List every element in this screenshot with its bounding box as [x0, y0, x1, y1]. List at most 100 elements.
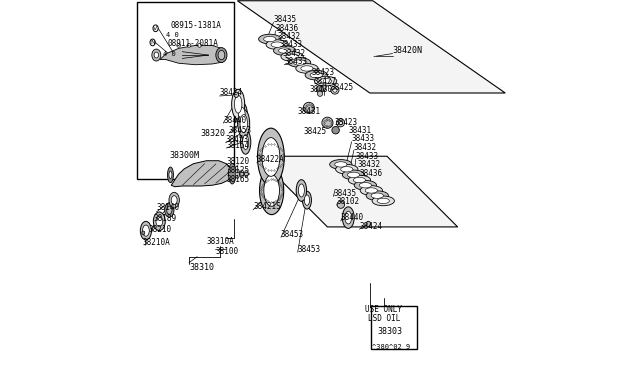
Ellipse shape: [348, 175, 371, 185]
Ellipse shape: [331, 86, 339, 94]
Text: 38433: 38433: [356, 152, 379, 161]
Text: 38433: 38433: [351, 134, 375, 143]
Ellipse shape: [152, 49, 161, 61]
Ellipse shape: [169, 171, 172, 179]
Ellipse shape: [330, 160, 352, 169]
Ellipse shape: [322, 117, 333, 128]
Ellipse shape: [243, 135, 248, 150]
Ellipse shape: [239, 107, 245, 124]
Ellipse shape: [216, 48, 227, 62]
Ellipse shape: [240, 170, 244, 177]
Text: 38424: 38424: [360, 222, 383, 231]
Ellipse shape: [198, 44, 202, 47]
Ellipse shape: [359, 183, 372, 188]
Ellipse shape: [264, 174, 280, 206]
Ellipse shape: [177, 44, 180, 47]
Ellipse shape: [332, 126, 339, 134]
Ellipse shape: [244, 170, 248, 177]
Ellipse shape: [140, 221, 152, 240]
Text: 38440: 38440: [223, 116, 246, 125]
Text: 38432: 38432: [282, 49, 305, 58]
Ellipse shape: [169, 192, 179, 208]
Ellipse shape: [143, 225, 149, 236]
Text: 38431: 38431: [348, 126, 371, 135]
Text: 38453: 38453: [225, 135, 248, 144]
Ellipse shape: [281, 52, 303, 61]
Ellipse shape: [153, 25, 158, 32]
Ellipse shape: [314, 76, 337, 86]
Text: 38140: 38140: [156, 203, 179, 212]
Ellipse shape: [337, 119, 344, 127]
Ellipse shape: [301, 66, 313, 71]
Ellipse shape: [305, 195, 310, 205]
Ellipse shape: [266, 40, 289, 49]
Ellipse shape: [338, 121, 342, 125]
Text: 38431: 38431: [298, 107, 321, 116]
Text: 38303: 38303: [378, 327, 403, 336]
Ellipse shape: [345, 211, 351, 224]
Text: 38102: 38102: [337, 198, 360, 206]
Ellipse shape: [303, 191, 312, 209]
Ellipse shape: [241, 130, 251, 154]
Text: 38432: 38432: [354, 143, 377, 152]
Ellipse shape: [154, 212, 165, 231]
Text: 38436: 38436: [275, 24, 298, 33]
Ellipse shape: [342, 207, 354, 228]
Ellipse shape: [187, 44, 191, 47]
Text: 4 0: 4 0: [163, 51, 176, 57]
Ellipse shape: [156, 216, 163, 227]
Polygon shape: [172, 161, 232, 187]
Text: 38189: 38189: [154, 214, 177, 223]
Text: V: V: [154, 26, 157, 31]
Text: 38427: 38427: [314, 77, 337, 86]
Ellipse shape: [271, 42, 284, 47]
Text: 38300M: 38300M: [170, 151, 199, 160]
Ellipse shape: [168, 167, 173, 183]
Ellipse shape: [154, 52, 159, 58]
Text: 38433: 38433: [284, 57, 307, 66]
Text: 38424: 38424: [220, 89, 243, 97]
Ellipse shape: [303, 102, 314, 113]
Ellipse shape: [333, 88, 337, 92]
Ellipse shape: [353, 177, 365, 183]
Text: 38425: 38425: [303, 127, 327, 136]
Ellipse shape: [257, 128, 284, 186]
Text: 38435: 38435: [333, 189, 356, 198]
Ellipse shape: [234, 95, 242, 113]
Text: 38440: 38440: [341, 214, 364, 222]
Ellipse shape: [317, 91, 323, 96]
Ellipse shape: [360, 186, 383, 195]
Ellipse shape: [167, 206, 172, 214]
Text: 38154: 38154: [227, 141, 250, 150]
Ellipse shape: [232, 89, 244, 119]
Text: LSD OIL: LSD OIL: [368, 314, 400, 323]
Text: 38120: 38120: [227, 157, 250, 166]
Ellipse shape: [340, 167, 353, 172]
Ellipse shape: [366, 191, 388, 201]
Ellipse shape: [235, 169, 239, 178]
Ellipse shape: [264, 36, 276, 42]
Ellipse shape: [228, 164, 236, 184]
Ellipse shape: [337, 201, 344, 208]
Ellipse shape: [240, 115, 248, 132]
Ellipse shape: [259, 34, 281, 44]
Ellipse shape: [354, 180, 376, 190]
Ellipse shape: [348, 172, 360, 177]
Text: 38432: 38432: [357, 160, 380, 169]
Text: 38310A: 38310A: [207, 237, 234, 246]
Text: 38433: 38433: [280, 40, 303, 49]
Text: 08915-1381A: 08915-1381A: [170, 21, 221, 30]
Text: 38210A: 38210A: [142, 238, 170, 247]
Polygon shape: [257, 156, 458, 227]
Ellipse shape: [377, 198, 389, 203]
Bar: [137, 2, 234, 179]
Ellipse shape: [236, 102, 248, 128]
Text: 38432: 38432: [277, 32, 300, 41]
Text: 38100: 38100: [215, 247, 238, 256]
Text: ^380^02 9: ^380^02 9: [372, 344, 410, 350]
Ellipse shape: [296, 180, 307, 201]
Text: 38210: 38210: [148, 225, 172, 234]
Ellipse shape: [316, 86, 324, 93]
Ellipse shape: [365, 188, 378, 193]
Ellipse shape: [310, 73, 323, 78]
